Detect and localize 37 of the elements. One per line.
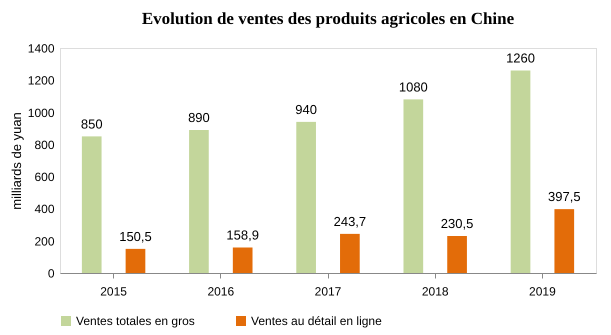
data-label: 890 (188, 110, 210, 125)
bar (296, 122, 316, 273)
bar (126, 248, 146, 273)
y-tick-label: 0 (48, 266, 55, 280)
bar (403, 99, 424, 273)
bar (340, 234, 360, 273)
data-label: 397,5 (548, 189, 581, 204)
data-label: 1080 (398, 79, 428, 94)
x-tick-label: 2018 (422, 284, 449, 298)
data-label: 940 (295, 102, 317, 117)
bar (447, 236, 467, 273)
chart-title: Evolution de ventes des produits agricoles en Chine (142, 9, 515, 28)
bar (189, 130, 209, 273)
data-label: 230,5 (440, 216, 474, 231)
bar (82, 136, 102, 273)
x-tick-label: 2017 (314, 284, 342, 298)
y-axis-title: milliards de yuan (8, 112, 24, 210)
legend-label: Ventes au détail en ligne (251, 314, 382, 328)
bar (232, 247, 253, 273)
data-label: 1260 (506, 50, 535, 66)
bar (554, 209, 574, 273)
y-tick-label: 400 (34, 202, 55, 216)
y-tick-label: 1400 (28, 42, 55, 56)
data-label: 850 (80, 116, 103, 132)
legend-label: Ventes totales en gros (76, 314, 195, 328)
y-tick-label: 800 (34, 138, 55, 152)
x-tick-label: 2015 (100, 284, 128, 298)
bar (510, 70, 530, 273)
y-tick-label: 600 (34, 170, 55, 184)
data-label: 243,7 (334, 214, 366, 229)
x-tick-label: 2019 (529, 284, 556, 298)
y-tick-label: 1000 (28, 106, 55, 120)
y-tick-label: 1200 (28, 74, 55, 88)
y-tick-label: 200 (34, 234, 55, 248)
data-label: 150,5 (119, 228, 152, 244)
data-label: 158,9 (226, 227, 259, 242)
x-tick-label: 2016 (207, 284, 234, 298)
